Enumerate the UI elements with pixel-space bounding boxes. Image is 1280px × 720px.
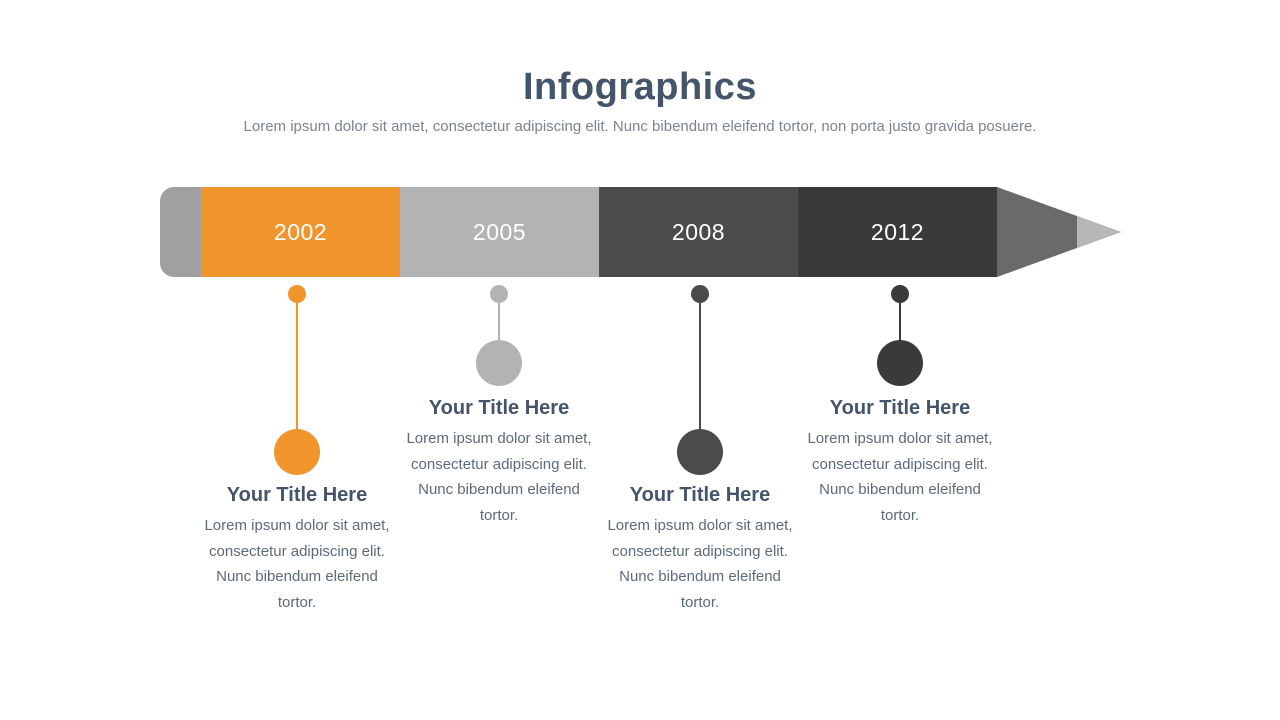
callout-body-line: consectetur adipiscing elit. — [411, 455, 587, 473]
timeline-dot — [288, 285, 306, 303]
callout-body-line: consectetur adipiscing elit. — [612, 542, 788, 560]
year-label-2002: 2002 — [273, 218, 328, 245]
callout-body-line: Nunc bibendum eleifend — [619, 568, 781, 585]
year-label-2012: 2012 — [870, 218, 925, 245]
timeline-circle — [476, 340, 522, 386]
pencil-tip-icon — [997, 187, 1121, 277]
year-label-2005: 2005 — [472, 218, 527, 245]
callout-title: Your Title Here — [829, 397, 971, 419]
timeline-connector — [899, 302, 901, 340]
callout-body-line: Lorem ipsum dolor sit amet, — [204, 517, 390, 534]
timeline-circle — [274, 429, 320, 475]
callout-body-line: consectetur adipiscing elit. — [812, 455, 988, 473]
year-label-2008: 2008 — [671, 218, 726, 245]
callout-body-line: tortor. — [680, 593, 720, 611]
timeline-connector — [498, 302, 500, 340]
callout-text: Your Title Here Lorem ipsum dolor sit am… — [192, 484, 402, 615]
pencil-eraser — [160, 187, 201, 277]
callout-title: Your Title Here — [629, 484, 771, 506]
timeline-segment-2002: 2002 — [201, 187, 400, 277]
page-title: Infographics — [522, 66, 758, 108]
callout-body-line: Lorem ipsum dolor sit amet, — [807, 430, 993, 447]
pencil-tip-wood — [997, 187, 1121, 277]
callout-text: Your Title Here Lorem ipsum dolor sit am… — [394, 397, 604, 528]
timeline-circle — [877, 340, 923, 386]
callout-body-line: consectetur adipiscing elit. — [209, 542, 385, 560]
callout-body-line: tortor. — [479, 506, 519, 524]
callout-body-line: tortor. — [277, 593, 317, 611]
pencil-tip-lead — [1077, 216, 1121, 248]
timeline-connector — [699, 302, 701, 429]
timeline-dot — [691, 285, 709, 303]
callout-body-line: Lorem ipsum dolor sit amet, — [607, 517, 793, 534]
callout-title: Your Title Here — [428, 397, 570, 419]
timeline-segment-2005: 2005 — [400, 187, 599, 277]
callout-body-line: tortor. — [880, 506, 920, 524]
timeline-dot — [490, 285, 508, 303]
timeline-dot — [891, 285, 909, 303]
timeline-connector — [296, 302, 298, 429]
callout-body-line: Lorem ipsum dolor sit amet, — [406, 430, 592, 447]
header: Infographics Lorem ipsum dolor sit amet,… — [0, 0, 1280, 135]
timeline-segment-2012: 2012 — [798, 187, 997, 277]
page-subtitle: Lorem ipsum dolor sit amet, consectetur … — [243, 118, 1037, 135]
callout-text: Your Title Here Lorem ipsum dolor sit am… — [595, 484, 805, 615]
callout-title: Your Title Here — [226, 484, 368, 506]
callout-body-line: Nunc bibendum eleifend — [418, 481, 580, 498]
callout-body-line: Nunc bibendum eleifend — [819, 481, 981, 498]
callout-body-line: Nunc bibendum eleifend — [216, 568, 378, 585]
timeline-segment-2008: 2008 — [599, 187, 798, 277]
timeline-circle — [677, 429, 723, 475]
callout-text: Your Title Here Lorem ipsum dolor sit am… — [795, 397, 1005, 528]
pencil-timeline: 2002 2005 2008 2012 — [160, 187, 1121, 277]
